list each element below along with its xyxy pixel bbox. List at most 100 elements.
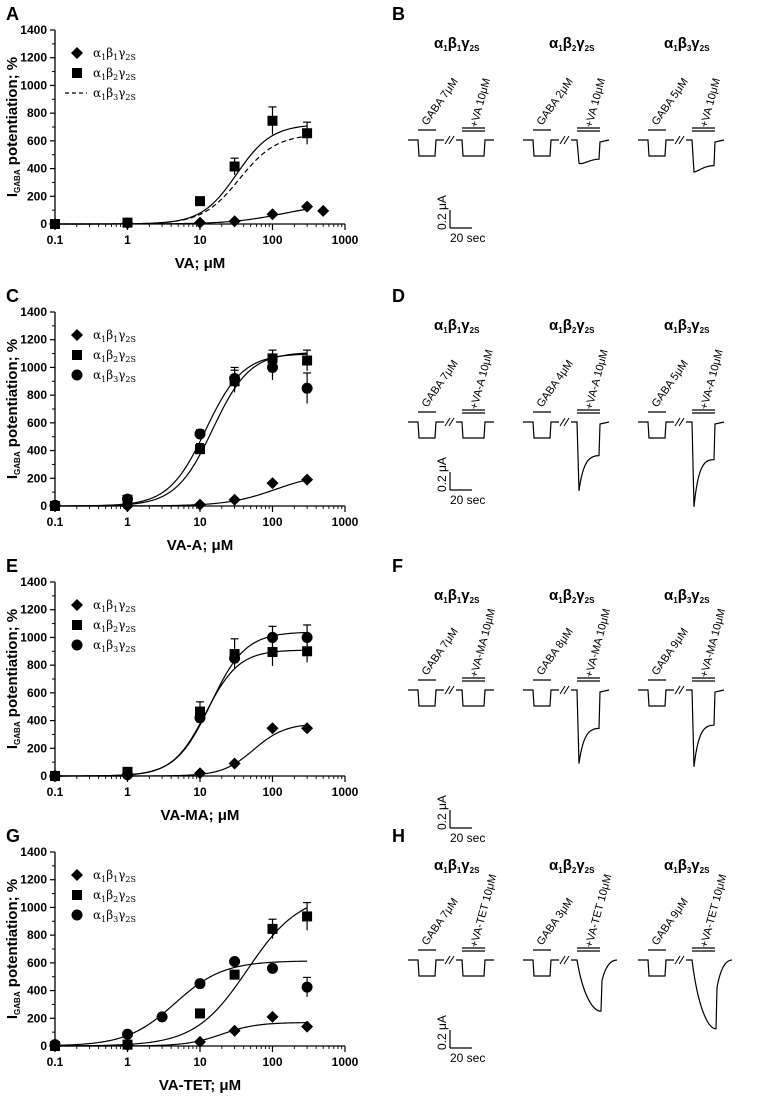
y-tick-label: 200 [27,189,47,203]
data-point-circle [194,428,206,440]
subscript: 1 [101,73,106,82]
break-mark [444,685,451,695]
symbol: γ [118,46,125,60]
symbol: γ [461,857,470,874]
break-mark [559,417,566,427]
break-mark [559,135,566,145]
x-tick-label: 10 [193,233,207,247]
control-trace [408,139,444,157]
y-tick-label: 1200 [20,333,47,347]
series-0: α1β1γ2S [49,868,314,1052]
symbol: α [93,46,101,60]
subscript: 1 [101,93,106,102]
subscript: 1 [673,866,678,875]
y-tick-label: 1200 [20,603,47,617]
symbol: α [93,368,101,382]
y-axis-title: IGABA potentiation; % [4,879,22,1019]
x-axis-title: VA-TET; μM [159,1077,241,1094]
data-point-square [267,115,278,126]
symbol: I [4,745,21,749]
subscript: 2 [572,326,577,335]
compound-label: +VA 10μM [698,77,723,129]
subscript: 2S [125,895,136,904]
data-point-square [229,161,240,172]
symbol: α [93,888,101,902]
subscript: 1 [673,44,678,53]
data-point-square [122,1039,133,1050]
data-point-circle [49,770,61,782]
data-point-circle [301,382,313,394]
control-trace [408,421,444,439]
x-axis-title: VA-MA; μM [161,807,240,824]
data-point-diamond [301,473,314,486]
subunit-header: α1β3γ2S [664,587,710,605]
subunit-header: α1β1γ2S [434,857,480,875]
chart-panel-G: G 0 200 400 600 800 1000 1200 1400 0.1 1 10 100 1000 V… [4,826,359,1094]
subscript: 1 [113,605,118,614]
symbol: β [106,348,113,362]
subscript: GABA [13,991,22,1015]
symbol: β [563,587,572,604]
break-mark [563,417,570,427]
x-tick-label: 1000 [332,785,359,799]
data-point-diamond [317,204,330,217]
subscript: 1 [443,596,448,605]
symbol: γ [118,348,125,362]
subscript: 3 [687,326,692,335]
symbol: α [93,328,101,342]
symbol: I [4,1015,21,1019]
legend-marker-square [72,620,82,630]
legend-marker-square [72,350,82,360]
symbol: γ [576,857,585,874]
subscript: 2S [470,596,480,605]
subscript: 2S [125,625,136,634]
subscript: 1 [101,915,106,924]
subscript: 1 [101,355,106,364]
subscript: 2 [572,866,577,875]
x-tick-label: 100 [262,785,282,799]
subscript: 2S [585,596,595,605]
subscript: 1 [558,326,563,335]
symbol: α [549,857,559,874]
subscript: 1 [443,326,448,335]
legend-label: α1β3γ2S [93,368,136,384]
symbol: potentiation; % [4,879,21,992]
y-tick-label: 1400 [20,305,47,319]
symbol: β [448,317,457,334]
control-trace [523,959,559,977]
y-tick-label: 1200 [20,873,47,887]
y-tick-label: 400 [27,714,47,728]
scale-current-label: 0.2 μA [435,795,449,830]
trace-column-1: α1β2γ2S GABA 3μM +VA-TET 10μM [523,857,618,1012]
symbol: β [678,857,687,874]
symbol: β [563,35,572,52]
x-tick-label: 1 [124,515,131,529]
y-tick-label: 400 [27,162,47,176]
data-point-diamond [301,200,314,213]
y-tick-label: 1400 [20,845,47,859]
x-tick-label: 1 [124,785,131,799]
break-mark [674,417,681,427]
symbol: α [93,908,101,922]
compound-trace [686,959,733,1030]
symbol: γ [118,86,125,100]
data-point-square [302,355,313,366]
subscript: 2S [125,875,136,884]
subscript: 1 [113,53,118,62]
subscript: 2S [125,93,136,102]
symbol: β [678,587,687,604]
subscript: 1 [101,645,106,654]
trace-column-1: α1β2γ2S GABA 4μM +VA-A 10μM [523,317,611,491]
y-tick-label: 600 [27,134,47,148]
series-2: α1β3γ2S [49,353,313,511]
y-tick-label: 800 [27,928,47,942]
break-mark [448,685,455,695]
subscript: 2S [125,645,136,654]
gaba-label: GABA 5μM [650,76,691,128]
chart-panel-C: C 0 200 400 600 800 1000 1200 1400 0.1 1 10 100 1000 V… [4,286,359,554]
subscript: 2 [113,355,118,364]
data-point-circle [122,493,133,505]
series-0: α1β1γ2S [49,46,330,230]
legend-label: α1β1γ2S [93,868,136,884]
